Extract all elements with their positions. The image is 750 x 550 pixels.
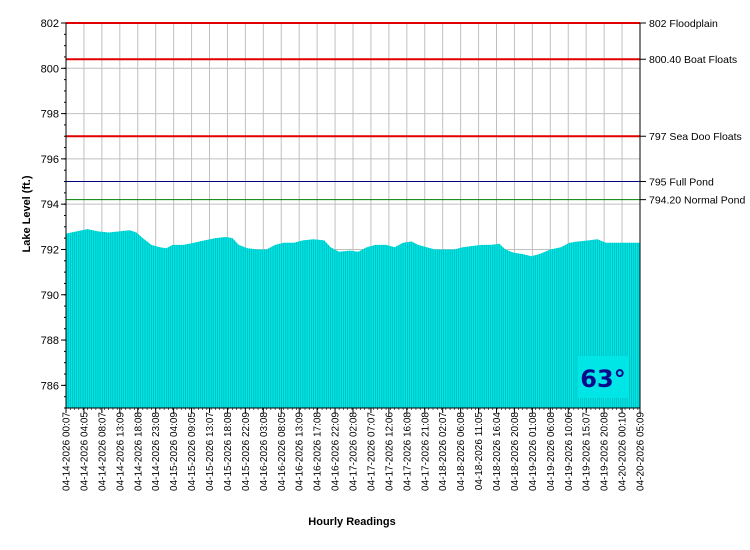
x-tick-label: 04-17-2026 02:08 [349,412,360,491]
reference-label: 794.20 Normal Pond [649,195,745,207]
y-tick-label: 802 [41,18,59,30]
reference-label: 795 Full Pond [649,177,714,189]
x-tick-label: 04-19-2026 20:08 [600,412,611,491]
x-tick-label: 04-15-2026 04:09 [169,412,180,491]
x-tick-label: 04-14-2026 00:07 [62,412,73,491]
x-tick-label: 04-19-2026 15:07 [582,412,593,491]
y-tick-label: 792 [41,244,59,256]
x-tick-label: 04-18-2026 20:08 [510,412,521,491]
x-tick-label: 04-18-2026 06:08 [456,412,467,491]
x-tick-label: 04-17-2026 21:08 [420,412,431,491]
x-tick-label: 04-20-2026 00:10 [618,412,629,491]
x-tick-label: 04-14-2026 04:05 [79,412,90,491]
reference-label: 802 Floodplain [649,18,718,30]
x-tick-label: 04-15-2026 18:08 [223,412,234,491]
x-tick-label: 04-16-2026 03:08 [259,412,270,491]
x-tick-label: 04-17-2026 07:07 [366,412,377,491]
x-tick-label: 04-19-2026 01:08 [528,412,539,491]
x-tick-label: 04-14-2026 13:09 [115,412,126,491]
reference-label: 800.40 Boat Floats [649,54,737,66]
y-tick-label: 790 [41,290,59,302]
x-tick-label: 04-18-2026 11:05 [474,412,485,491]
x-tick-label: 04-16-2026 17:08 [313,412,324,491]
temperature-value: 63° [580,365,625,393]
x-tick-label: 04-14-2026 18:08 [133,412,144,491]
x-tick-label: 04-18-2026 16:04 [492,412,503,491]
x-tick-label: 04-18-2026 02:07 [438,412,449,491]
y-tick-label: 788 [41,335,59,347]
x-tick-label: 04-16-2026 13:09 [295,412,306,491]
x-axis-ticks: 04-14-2026 00:07 04-14-2026 04:05 04-14-20… [62,408,647,491]
temperature-badge: 63° [578,356,628,398]
x-tick-label: 04-15-2026 22:09 [241,412,252,491]
reference-label: 797 Sea Doo Floats [649,131,742,143]
reference-lines: 802 Floodplain 800.40 Boat Floats 797 Sea … [66,18,745,207]
x-tick-label: 04-15-2026 13:07 [205,412,216,491]
x-tick-label: 04-17-2026 16:08 [402,412,413,491]
y-tick-label: 786 [41,380,59,392]
x-tick-label: 04-14-2026 08:07 [97,412,108,491]
x-tick-label: 04-19-2026 06:08 [546,412,557,491]
reading-bars [65,229,641,408]
y-axis-title: Lake Level (ft.) [21,175,33,252]
x-tick-label: 04-17-2026 12:06 [384,412,395,491]
y-tick-label: 798 [41,109,59,121]
x-tick-label: 04-16-2026 22:09 [331,412,342,491]
x-tick-label: 04-20-2026 05:09 [636,412,647,491]
x-tick-label: 04-19-2026 10:06 [564,412,575,491]
temperature-badge-background [578,356,628,398]
y-axis-ticks: 786 788 790 792 794 796 798 800 802 [41,18,66,409]
x-tick-label: 04-16-2026 08:05 [277,412,288,491]
y-tick-label: 794 [41,199,59,211]
x-tick-label: 04-15-2026 09:05 [187,412,198,491]
y-tick-label: 800 [41,63,59,75]
x-tick-label: 04-14-2026 23:08 [151,412,162,491]
y-tick-label: 796 [41,154,59,166]
level-area-fill [66,229,640,408]
x-axis-title: Hourly Readings [308,516,395,528]
level-area [65,229,641,408]
